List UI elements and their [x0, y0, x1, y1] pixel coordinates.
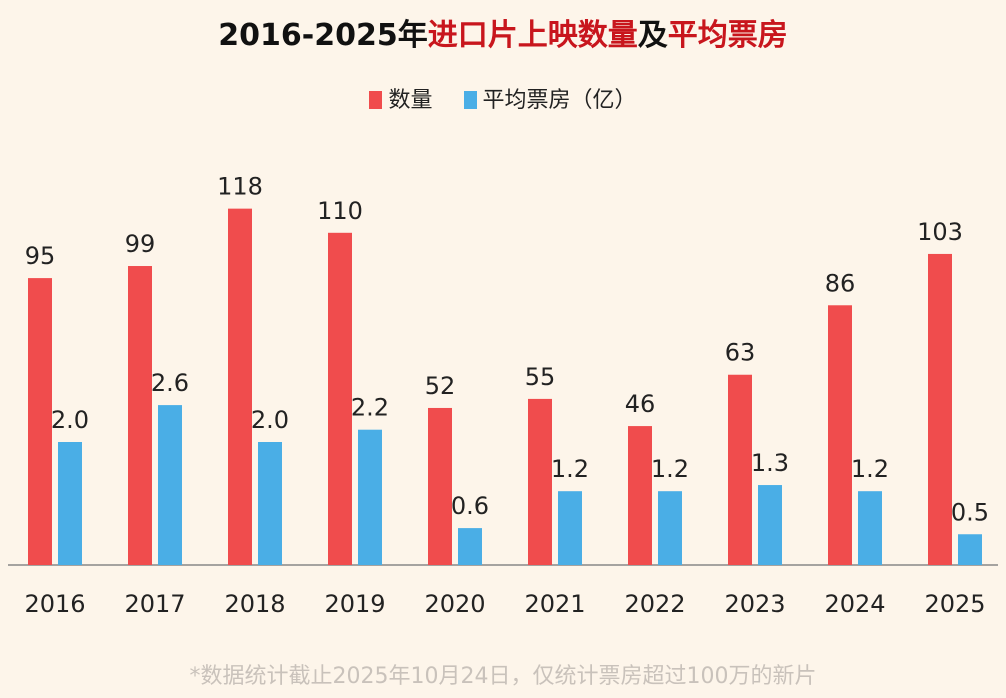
data-label: 1.2 [651, 455, 689, 483]
x-tick-label: 2019 [324, 590, 385, 618]
x-tick-label: 2020 [424, 590, 485, 618]
data-label: 63 [725, 339, 756, 367]
data-label: 99 [125, 230, 156, 258]
legend: 数量 平均票房（亿） [0, 82, 1006, 114]
count-bar [928, 253, 952, 565]
chart-title: 2016-2025年进口片上映数量及平均票房 [0, 10, 1006, 54]
data-label: 103 [917, 218, 963, 246]
legend-swatch [463, 91, 477, 109]
count-bar [628, 426, 652, 565]
data-label: 2.0 [51, 406, 89, 434]
avg-box-office-bar [658, 491, 682, 565]
legend-label: 平均票房（亿） [482, 88, 637, 113]
count-bar [128, 266, 152, 565]
data-label: 1.2 [851, 455, 889, 483]
legend-item-count: 数量 [369, 88, 433, 113]
data-label: 118 [217, 173, 263, 201]
x-tick-label: 2016 [24, 590, 85, 618]
data-label: 2.0 [251, 406, 289, 434]
count-bar [428, 407, 452, 565]
legend-item-avg: 平均票房（亿） [463, 88, 637, 113]
avg-box-office-bar [858, 491, 882, 565]
count-bar [328, 232, 352, 566]
data-label: 46 [625, 390, 656, 418]
title-part: 及 [637, 18, 668, 53]
title-highlight: 进口片上映数量 [427, 18, 638, 53]
count-bar [228, 208, 252, 565]
avg-box-office-bar [958, 534, 982, 565]
x-tick-label: 2024 [824, 590, 885, 618]
x-tick-label: 2017 [124, 590, 185, 618]
x-tick-label: 2022 [624, 590, 685, 618]
footnote: *数据统计截止2025年10月24日，仅统计票房超过100万的新片 [189, 664, 817, 689]
legend-label: 数量 [388, 88, 433, 113]
count-bar [528, 398, 552, 565]
data-label: 2.2 [351, 394, 389, 422]
data-label: 95 [25, 242, 56, 270]
avg-box-office-bar [458, 528, 482, 565]
data-label: 2.6 [151, 369, 189, 397]
count-bar [28, 278, 52, 565]
data-label: 86 [825, 269, 856, 297]
x-tick-label: 2023 [724, 590, 785, 618]
count-bar [828, 305, 852, 565]
x-tick-label: 2021 [524, 590, 585, 618]
avg-box-office-bar [558, 491, 582, 565]
count-bar [728, 374, 752, 565]
data-label: 52 [425, 372, 456, 400]
data-label: 1.2 [551, 455, 589, 483]
avg-box-office-bar [758, 485, 782, 565]
avg-box-office-bar [158, 405, 182, 565]
data-label: 1.3 [751, 449, 789, 477]
data-label: 0.6 [451, 492, 489, 520]
title-part: 2016-2025年 [218, 18, 428, 53]
avg-box-office-bar [258, 442, 282, 565]
data-label: 55 [525, 363, 556, 391]
x-tick-label: 2025 [924, 590, 985, 618]
title-highlight: 平均票房 [667, 18, 788, 53]
data-label: 110 [317, 197, 363, 225]
avg-box-office-bar [358, 429, 382, 565]
data-label: 0.5 [951, 498, 989, 526]
x-tick-label: 2018 [224, 590, 285, 618]
avg-box-office-bar [58, 442, 82, 565]
legend-swatch [369, 91, 383, 109]
